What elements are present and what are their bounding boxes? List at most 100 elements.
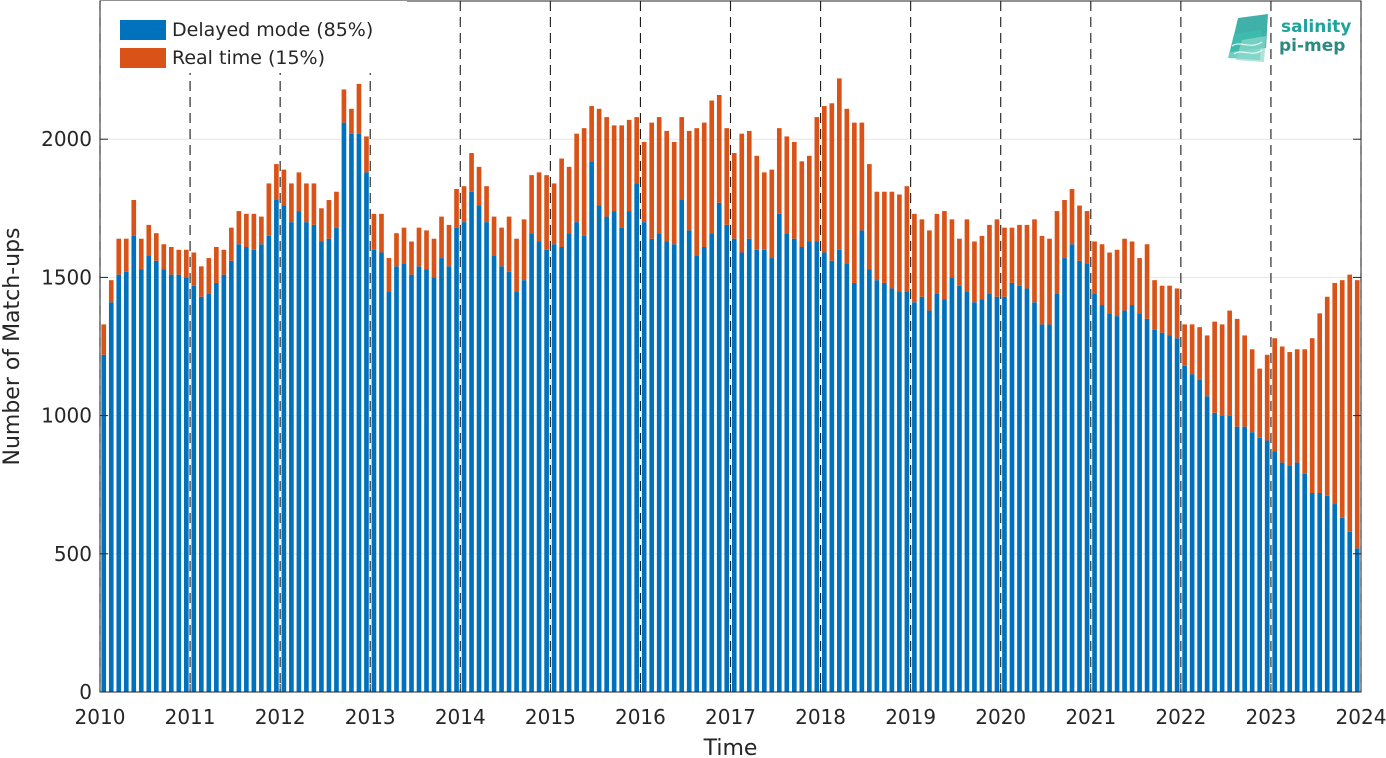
bar-delayed-36: [371, 249, 377, 692]
bar-delayed-74: [656, 233, 662, 692]
bar-delayed-107: [904, 291, 910, 692]
bar-delayed-167: [1354, 548, 1360, 692]
bar-delayed-30: [326, 238, 332, 693]
bar-delayed-48: [461, 222, 467, 692]
x-tick-label-2018: 2018: [795, 705, 846, 729]
bar-realtime-151: [1234, 318, 1240, 427]
bar-delayed-21: [259, 244, 264, 692]
bar-delayed-136: [1122, 310, 1127, 692]
bar-realtime-129: [1069, 188, 1075, 245]
bar-delayed-33: [349, 133, 354, 692]
bar-realtime-10: [176, 249, 182, 275]
bar-realtime-67: [604, 117, 609, 217]
bar-realtime-51: [484, 186, 489, 223]
bar-realtime-1: [108, 280, 114, 303]
bar-realtime-161: [1309, 338, 1315, 493]
bar-realtime-91: [784, 136, 790, 234]
bar-realtime-157: [1279, 346, 1285, 463]
bar-realtime-126: [1047, 238, 1052, 325]
bar-delayed-42: [416, 266, 422, 692]
bar-delayed-86: [746, 238, 752, 693]
bar-realtime-89: [769, 169, 775, 259]
bar-realtime-113: [949, 219, 955, 278]
bar-delayed-95: [814, 241, 820, 692]
bar-realtime-94: [806, 155, 812, 242]
bar-delayed-138: [1137, 313, 1142, 692]
bar-delayed-6: [146, 255, 152, 692]
bar-delayed-124: [1032, 302, 1037, 692]
x-tick-label-2020: 2020: [975, 705, 1026, 729]
bar-realtime-13: [199, 266, 204, 297]
bar-delayed-51: [484, 222, 489, 692]
bar-realtime-138: [1137, 258, 1142, 314]
bar-realtime-26: [296, 172, 302, 212]
logo-text-salinity: salinity: [1281, 17, 1351, 37]
bar-delayed-146: [1197, 379, 1202, 692]
salinity-pi-mep-logo: salinity pi-mep: [1228, 14, 1351, 62]
bar-delayed-92: [791, 238, 797, 693]
bar-delayed-126: [1047, 324, 1052, 692]
bar-realtime-14: [206, 258, 212, 294]
bar-delayed-164: [1332, 504, 1338, 692]
bar-delayed-9: [168, 274, 174, 692]
bar-realtime-102: [867, 164, 872, 270]
bar-delayed-122: [1017, 285, 1022, 692]
bar-delayed-144: [1182, 365, 1187, 692]
bar-delayed-40: [401, 263, 407, 692]
bar-realtime-37: [379, 213, 384, 253]
bar-delayed-3: [123, 271, 129, 692]
bar-realtime-117: [979, 235, 985, 300]
legend-label-real-time: Real time (15%): [172, 47, 325, 69]
bar-realtime-66: [596, 108, 602, 206]
bar-realtime-61: [559, 158, 564, 247]
x-axis-label: Time: [703, 736, 758, 758]
bar-realtime-43: [424, 230, 429, 270]
bar-delayed-117: [979, 299, 985, 692]
bar-realtime-112: [942, 211, 947, 300]
bar-realtime-20: [251, 213, 257, 250]
x-tick-label-2010: 2010: [75, 705, 126, 729]
bar-delayed-127: [1054, 293, 1060, 692]
bar-delayed-70: [626, 211, 632, 692]
bar-delayed-150: [1227, 415, 1232, 692]
bar-realtime-143: [1174, 288, 1180, 339]
bar-delayed-19: [244, 246, 249, 692]
bar-realtime-5: [138, 238, 144, 270]
bar-realtime-128: [1062, 200, 1067, 259]
bar-delayed-85: [739, 252, 745, 693]
bar-delayed-100: [852, 282, 857, 692]
bar-realtime-111: [934, 213, 940, 294]
bar-realtime-27: [304, 183, 309, 223]
bar-delayed-139: [1144, 318, 1150, 692]
bar-delayed-125: [1039, 324, 1045, 692]
bar-realtime-120: [1002, 227, 1007, 297]
bar-realtime-68: [611, 125, 617, 212]
bar-delayed-45: [439, 258, 444, 692]
bar-realtime-41: [409, 241, 414, 275]
bar-delayed-140: [1152, 329, 1157, 692]
bar-delayed-47: [454, 227, 459, 692]
bar-realtime-106: [897, 194, 902, 292]
bar-realtime-96: [821, 106, 827, 253]
bar-delayed-4: [131, 235, 137, 692]
wave-icon: [1228, 14, 1268, 62]
bar-delayed-50: [476, 205, 482, 692]
bar-delayed-156: [1272, 451, 1278, 692]
x-tick-label-2011: 2011: [165, 705, 216, 729]
legend: Delayed mode (85%) Real time (15%): [101, 1, 407, 73]
y-tick-label-0: 0: [79, 680, 92, 704]
bar-realtime-118: [987, 224, 992, 294]
bar-realtime-164: [1332, 282, 1338, 505]
bar-delayed-32: [341, 122, 347, 693]
bar-realtime-92: [791, 141, 797, 239]
bar-delayed-129: [1069, 244, 1075, 692]
y-tick-label-2000: 2000: [41, 127, 92, 151]
bar-realtime-7: [153, 233, 159, 261]
bar-realtime-123: [1024, 224, 1030, 289]
bar-realtime-141: [1159, 285, 1165, 333]
bar-realtime-29: [319, 208, 324, 242]
bar-realtime-152: [1242, 335, 1247, 427]
bar-delayed-55: [514, 291, 519, 692]
bar-delayed-93: [799, 246, 805, 692]
